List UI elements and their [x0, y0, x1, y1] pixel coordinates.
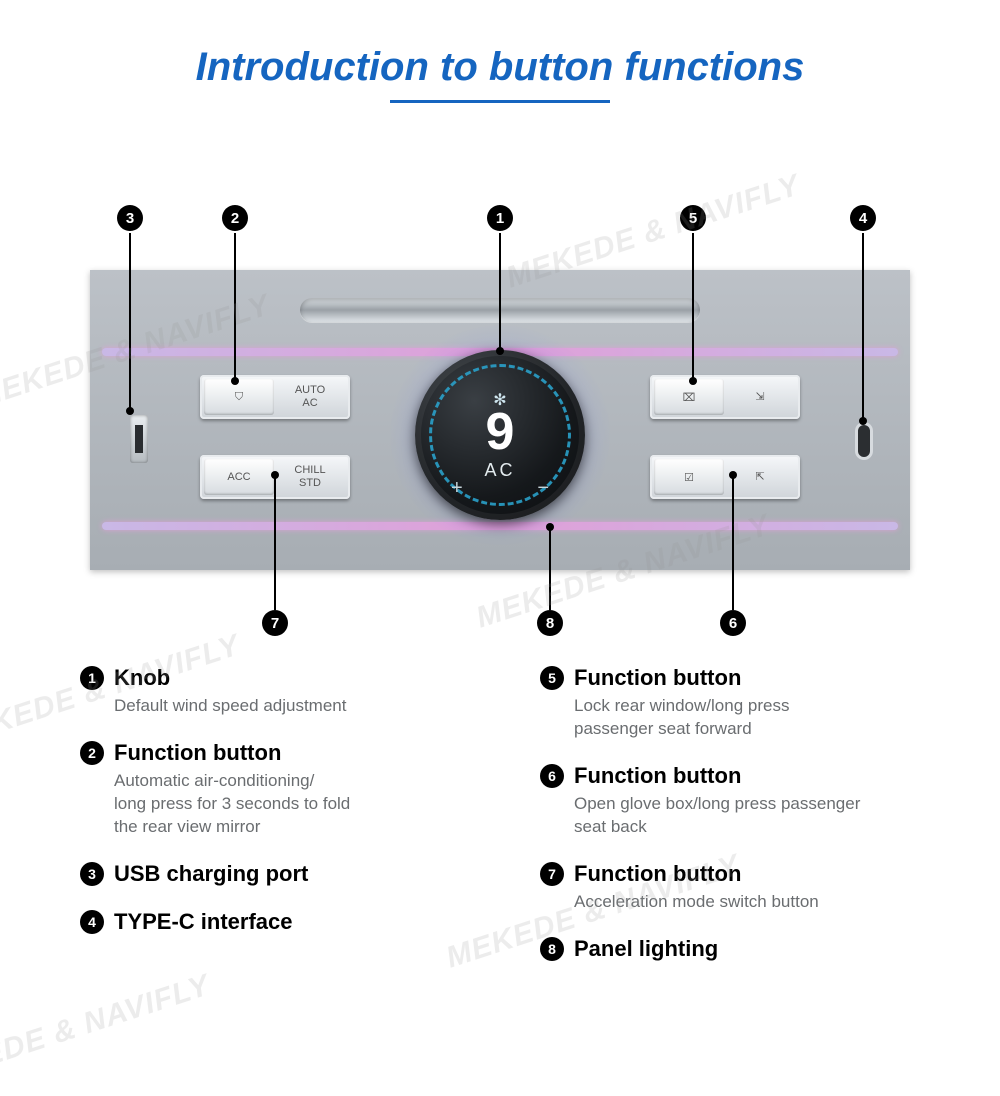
callout-3: 3 — [117, 205, 143, 231]
button-glove-box[interactable]: ☑ ⇱ — [650, 455, 800, 499]
callout-2: 2 — [222, 205, 248, 231]
legend-badge: 3 — [80, 862, 104, 886]
legend-col-right: 5 Function button Lock rear window/long pr… — [540, 665, 940, 984]
legend-desc: Open glove box/long press passenger seat… — [574, 793, 940, 839]
legend-item: 4 TYPE-C interface — [80, 909, 480, 935]
legend-desc: Default wind speed adjustment — [114, 695, 480, 718]
button-acc-label: CHILL STD — [274, 464, 346, 489]
button-acc-icon: ACC — [204, 459, 274, 495]
legend-item: 3 USB charging port — [80, 861, 480, 887]
knob-plus: + — [451, 477, 463, 500]
button-auto-ac-label: AUTO AC — [274, 384, 346, 409]
speed-knob[interactable]: ✻ 9 AC + − — [415, 350, 585, 520]
legend-title: Function button — [114, 740, 281, 766]
callout-7: 7 — [262, 610, 288, 636]
watermark: MEKEDE & NAVIFLY — [0, 968, 214, 1095]
callout-1: 1 — [487, 205, 513, 231]
button-auto-ac-icon: ⛉ — [204, 379, 274, 415]
button-glove-box-icon: ☑ — [654, 459, 724, 495]
button-lock-window-icon: ⌧ — [654, 379, 724, 415]
legend-title: TYPE-C interface — [114, 909, 293, 935]
legend-desc: Lock rear window/long press passenger se… — [574, 695, 940, 741]
button-acc[interactable]: ACC CHILL STD — [200, 455, 350, 499]
title-underline — [390, 100, 610, 103]
legend-badge: 7 — [540, 862, 564, 886]
legend-item: 6 Function button Open glove box/long pres… — [540, 763, 940, 839]
legend-item: 8Panel lighting — [540, 936, 940, 962]
legend-badge: 2 — [80, 741, 104, 765]
button-lock-window-label: ⇲ — [724, 391, 796, 404]
legend-item: 2 Function button Automatic air-conditioni… — [80, 740, 480, 839]
legend-title: Function button — [574, 763, 741, 789]
legend-title: Function button — [574, 665, 741, 691]
legend-title: USB charging port — [114, 861, 308, 887]
legend-badge: 5 — [540, 666, 564, 690]
legend-item: 5 Function button Lock rear window/long pr… — [540, 665, 940, 741]
callout-6: 6 — [720, 610, 746, 636]
button-auto-ac[interactable]: ⛉ AUTO AC — [200, 375, 350, 419]
legend-col-left: 1KnobDefault wind speed adjustment2Funct… — [80, 665, 480, 984]
legend-desc: Automatic air-conditioning/ long press f… — [114, 770, 480, 839]
button-glove-box-label: ⇱ — [724, 471, 796, 484]
knob-minus: − — [537, 477, 549, 500]
legend-badge: 4 — [80, 910, 104, 934]
disc-slot — [300, 298, 700, 322]
usb-port[interactable] — [130, 415, 148, 463]
callout-4: 4 — [850, 205, 876, 231]
legend-title: Panel lighting — [574, 936, 718, 962]
typec-port[interactable] — [858, 425, 870, 457]
button-lock-window[interactable]: ⌧ ⇲ — [650, 375, 800, 419]
page-title: Introduction to button functions — [0, 45, 1000, 90]
legend-badge: 6 — [540, 764, 564, 788]
